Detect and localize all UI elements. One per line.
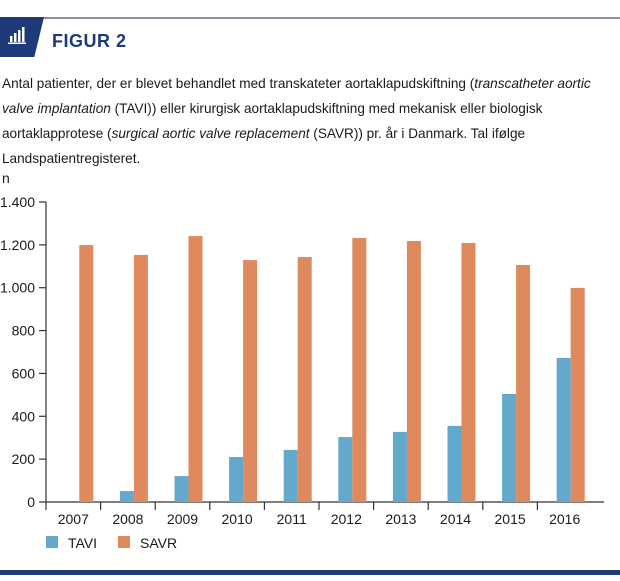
bar-savr-2011 bbox=[297, 257, 312, 502]
x-tick-label: 2011 bbox=[277, 511, 307, 527]
x-axis: 2007 2008 2009 2010 2011 2012 2013 2014 2015 2016 bbox=[45, 501, 604, 527]
caption-text: (SAVR)) pr. år i Danmark. Tal ifølge Lan… bbox=[2, 126, 526, 166]
bar-chart-icon bbox=[8, 27, 26, 44]
bar-savr-2008 bbox=[133, 254, 148, 502]
legend-label-savr: SAVR bbox=[140, 535, 177, 551]
y-tick-label: 800 bbox=[12, 323, 36, 339]
figure-badge bbox=[0, 17, 44, 57]
y-axis-label: n bbox=[2, 170, 10, 186]
bar-tavi-2016 bbox=[556, 358, 571, 502]
bar-savr-2010 bbox=[243, 260, 258, 502]
caption-italic: surgical aortic valve replacement bbox=[111, 126, 310, 141]
bar-savr-2016 bbox=[570, 287, 585, 502]
y-tick-label: 1.200 bbox=[0, 237, 35, 253]
x-tick-label: 2012 bbox=[331, 511, 362, 527]
footer-rule bbox=[0, 570, 620, 575]
x-tick-label: 2009 bbox=[167, 511, 198, 527]
bar-savr-2007 bbox=[79, 245, 94, 503]
bar-tavi-2014 bbox=[447, 425, 462, 502]
bar-tavi-2011 bbox=[283, 449, 298, 502]
bar-tavi-2010 bbox=[229, 457, 244, 502]
bar-savr-2009 bbox=[188, 236, 203, 503]
header-rule bbox=[40, 17, 620, 19]
y-axis: 0 200 400 600 800 1.000 1.200 1.400 bbox=[0, 194, 47, 510]
figure-title: FIGUR 2 bbox=[52, 31, 127, 51]
bar-savr-2015 bbox=[516, 265, 531, 502]
y-tick-label: 400 bbox=[12, 408, 36, 424]
bar-tavi-2008 bbox=[119, 491, 134, 502]
caption-text: Antal patienter, der er blevet behandlet… bbox=[2, 76, 475, 91]
legend-swatch-savr bbox=[118, 536, 130, 548]
y-tick-label: 600 bbox=[12, 365, 36, 381]
legend: TAVI SAVR bbox=[46, 535, 177, 551]
bar-savr-2012 bbox=[352, 238, 367, 502]
y-tick-label: 200 bbox=[12, 451, 36, 467]
x-tick-label: 2008 bbox=[112, 511, 143, 527]
x-tick-label: 2016 bbox=[549, 511, 580, 527]
legend-label-tavi: TAVI bbox=[68, 535, 97, 551]
x-tick-label: 2007 bbox=[58, 511, 89, 527]
bar-tavi-2012 bbox=[338, 437, 353, 502]
caption-text: (TAVI)) eller kirurgisk aortaklapudskift… bbox=[2, 101, 543, 141]
bar-savr-2014 bbox=[461, 242, 476, 502]
figure-caption: Antal patienter, der er blevet behandlet… bbox=[2, 71, 616, 171]
x-tick-label: 2015 bbox=[495, 511, 526, 527]
x-tick-label: 2013 bbox=[385, 511, 416, 527]
y-tick-label: 0 bbox=[27, 494, 35, 510]
y-tick-label: 1.000 bbox=[0, 280, 35, 296]
caption-italic: transcatheter aortic valve implantation bbox=[2, 76, 591, 116]
bars bbox=[79, 236, 585, 503]
bar-tavi-2015 bbox=[502, 394, 517, 502]
bar-tavi-2013 bbox=[392, 431, 407, 502]
bar-savr-2013 bbox=[406, 241, 421, 502]
bar-tavi-2009 bbox=[174, 476, 189, 502]
x-tick-label: 2014 bbox=[440, 511, 471, 527]
x-tick-label: 2010 bbox=[222, 511, 253, 527]
y-tick-label: 1.400 bbox=[0, 194, 35, 210]
legend-swatch-tavi bbox=[46, 536, 58, 548]
